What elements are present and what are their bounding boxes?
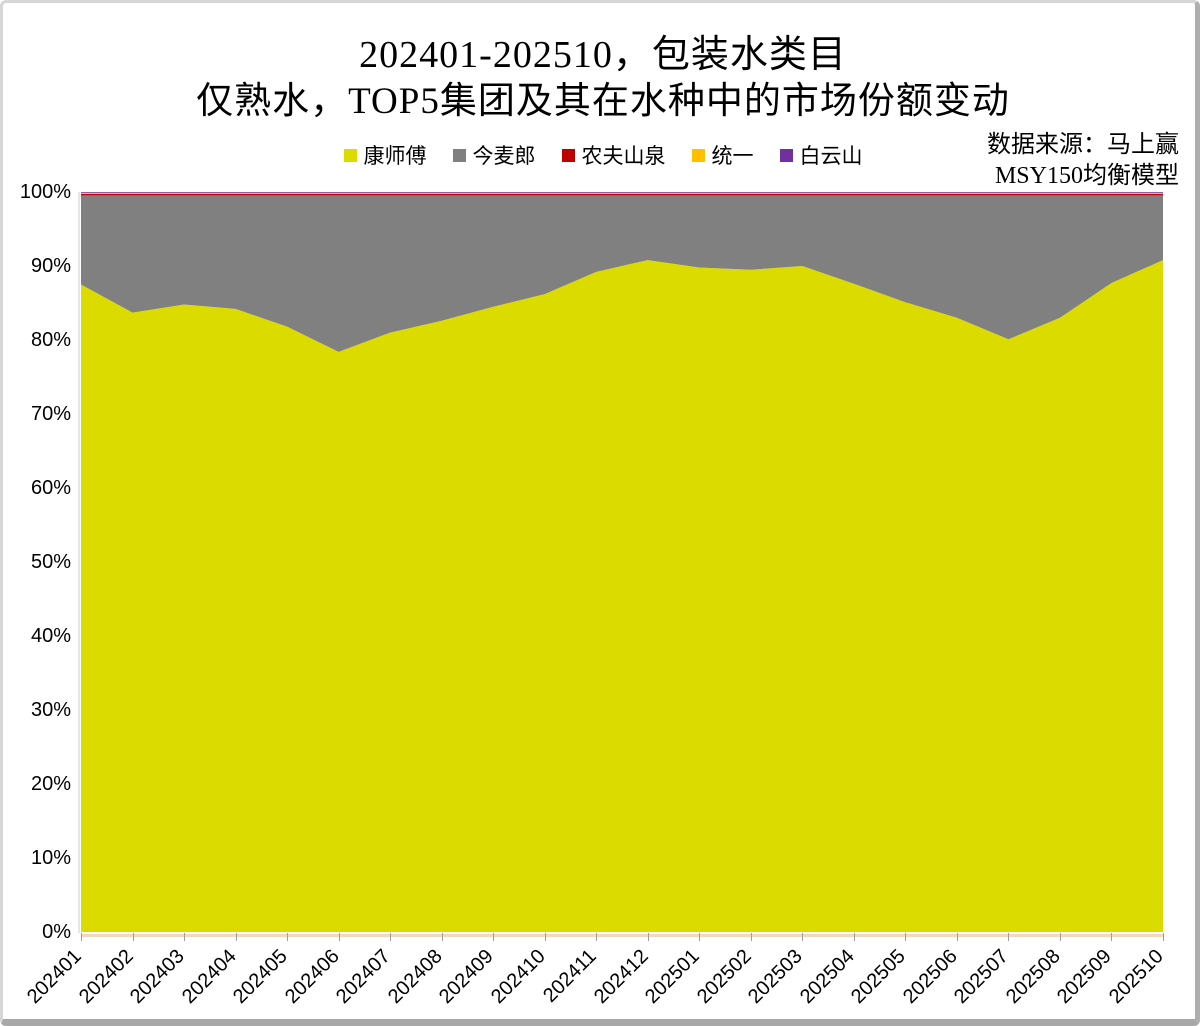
legend-item-jinmailang: 今麦郎 xyxy=(452,140,536,170)
x-tick-mark xyxy=(750,933,752,941)
y-tick-label: 90% xyxy=(30,255,71,277)
legend-item-baiyunshan: 白云山 xyxy=(779,140,863,170)
x-tick-mark xyxy=(441,933,443,941)
legend-swatch-tongyi xyxy=(691,148,705,162)
x-tick-mark xyxy=(853,933,855,941)
legend-label-nongfushanquan: 农夫山泉 xyxy=(581,144,666,168)
y-tick-label: 80% xyxy=(30,329,71,351)
plot-svg xyxy=(81,192,1163,932)
y-axis-line xyxy=(78,192,80,933)
x-tick-mark xyxy=(235,933,237,941)
x-tick-mark xyxy=(1008,933,1010,941)
x-tick-mark xyxy=(802,933,804,941)
y-tick-label: 10% xyxy=(30,847,71,869)
y-tick-label: 20% xyxy=(30,773,71,795)
legend-swatch-kangshifu xyxy=(343,148,357,162)
legend-swatch-jinmailang xyxy=(452,148,466,162)
y-tick-label: 60% xyxy=(30,477,71,499)
x-tick-mark xyxy=(338,933,340,941)
y-tick-label: 50% xyxy=(30,551,71,573)
data-source-line2: MSY150均衡模型 xyxy=(994,163,1179,189)
y-tick-label: 70% xyxy=(30,403,71,425)
legend: 康师傅 今麦郎 农夫山泉 统一 白云山 xyxy=(3,140,1195,170)
x-tick-mark xyxy=(493,933,495,941)
x-tick-mark xyxy=(390,933,392,941)
chart-title-line1: 202401-202510，包装水类目 xyxy=(359,34,847,76)
y-tick-label: 30% xyxy=(30,699,71,721)
area-series-kangshifu xyxy=(81,260,1163,932)
area-series-jinmailang xyxy=(81,195,1163,352)
legend-swatch-nongfushanquan xyxy=(561,148,575,162)
legend-item-tongyi: 统一 xyxy=(691,140,754,170)
data-source-note: 数据来源：马上赢 MSY150均衡模型 xyxy=(987,130,1179,192)
x-tick-mark xyxy=(905,933,907,941)
plot-area xyxy=(81,192,1163,932)
x-tick-mark xyxy=(596,933,598,941)
chart-title-line2: 仅熟水，TOP5集团及其在水种中的市场份额变动 xyxy=(196,81,1010,122)
legend-label-baiyunshan: 白云山 xyxy=(799,144,863,168)
x-tick-mark xyxy=(956,933,958,941)
y-tick-label: 40% xyxy=(30,625,71,647)
x-tick-mark xyxy=(1163,933,1164,941)
legend-label-kangshifu: 康师傅 xyxy=(363,144,427,168)
area-series-nongfushanquan xyxy=(81,193,1163,196)
x-tick-mark xyxy=(544,933,546,941)
x-tick-mark xyxy=(647,933,649,941)
area-series-tongyi xyxy=(81,192,1163,194)
legend-swatch-baiyunshan xyxy=(779,148,793,162)
x-tick-mark xyxy=(287,933,289,941)
legend-item-nongfushanquan: 农夫山泉 xyxy=(561,140,666,170)
area-series-baiyunshan xyxy=(81,192,1163,193)
x-tick-mark xyxy=(184,933,186,941)
y-tick-label: 100% xyxy=(19,181,71,203)
x-tick-mark xyxy=(81,933,82,941)
legend-item-kangshifu: 康师傅 xyxy=(343,140,427,170)
y-tick-label: 0% xyxy=(42,921,71,943)
x-tick-mark xyxy=(1111,933,1113,941)
x-tick-mark xyxy=(699,933,701,941)
x-axis-line xyxy=(81,934,1163,937)
legend-label-jinmailang: 今麦郎 xyxy=(472,144,536,168)
x-tick-mark xyxy=(132,933,134,941)
x-tick-mark xyxy=(1059,933,1061,941)
legend-label-tongyi: 统一 xyxy=(711,144,754,168)
data-source-line1: 数据来源：马上赢 xyxy=(987,132,1179,158)
